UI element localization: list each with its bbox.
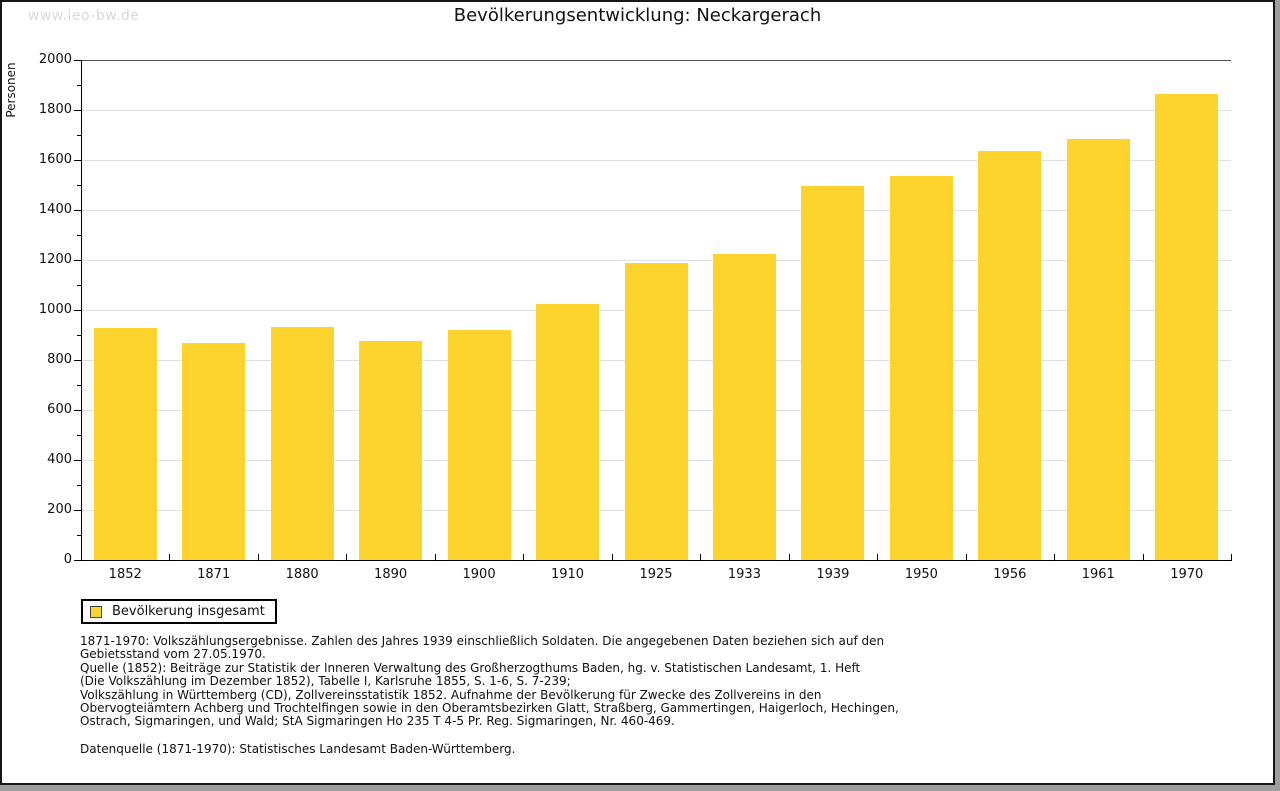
y-tick-label: 0 [63,552,72,567]
y-axis-line [81,60,82,561]
bar-1871 [182,343,246,560]
x-tick-label: 1890 [374,567,408,582]
y-major-tick [74,60,81,61]
x-tick [1142,554,1144,560]
bar-1890 [359,341,423,560]
x-axis-line [81,560,1232,561]
y-major-tick [74,110,81,111]
bar-1961 [1066,138,1130,560]
x-tick [169,554,171,560]
legend: Bevölkerung insgesamt [81,599,277,624]
y-tick-label: 800 [47,352,72,367]
x-tick-label: 1871 [197,567,231,582]
y-minor-tick [77,235,81,236]
bar-1852 [93,327,157,560]
bar-1970 [1155,93,1219,560]
footnote-line: Volkszählung in Württemberg (CD), Zollve… [80,687,822,702]
y-major-tick [74,360,81,361]
x-tick-label: 1939 [816,567,850,582]
y-tick-label: 1400 [38,202,72,217]
footnote-line: (Die Volkszählung im Dezember 1852), Tab… [80,674,571,689]
watermark: www.leo-bw.de [28,8,140,24]
legend-label: Bevölkerung insgesamt [112,604,265,619]
x-tick [434,554,436,560]
bar-1933 [712,253,776,560]
y-minor-tick [77,435,81,436]
datasource-line: Datenquelle (1871-1970): Statistisches L… [80,741,516,756]
bar-1910 [536,304,600,560]
bar-1900 [447,330,511,560]
x-tick [523,554,525,560]
x-tick-label: 1910 [550,567,585,582]
y-minor-tick [77,535,81,536]
footnote-line: Gebietsstand vom 27.05.1970. [80,647,266,662]
grid-line [81,110,1231,111]
y-minor-tick [77,485,81,486]
legend-swatch-icon [90,605,102,618]
y-major-tick [74,560,81,561]
x-tick [257,554,259,560]
y-tick-label: 2000 [38,52,72,67]
footnote-line: Quelle (1852): Beiträge zur Statistik de… [80,660,861,675]
chart-title: Bevölkerungsentwicklung: Neckargerach [453,5,822,26]
footnotes: 1871-1970: Volkszählungsergebnisse. Zahl… [80,634,899,756]
x-tick [877,554,879,560]
x-tick [1231,554,1232,560]
grid-line [81,160,1231,161]
plot-area [81,60,1231,560]
grid-line [81,210,1231,211]
y-tick-label: 1600 [38,152,72,167]
x-tick-label: 1933 [727,567,761,582]
x-tick-label: 1852 [108,567,142,582]
footnote-line: Ostrach, Sigmaringen, und Wald; StA Sigm… [80,714,675,729]
x-tick [965,554,967,560]
bar-1880 [270,326,334,560]
y-major-tick [74,260,81,261]
x-tick-label: 1970 [1170,567,1204,582]
y-major-tick [74,160,81,161]
y-tick-label: 1000 [38,302,72,317]
y-minor-tick [77,135,81,136]
bar-1956 [978,150,1042,560]
footnote-line: 1871-1970: Volkszählungsergebnisse. Zahl… [80,634,885,648]
x-tick-label: 1925 [639,567,673,582]
x-tick [1054,554,1056,560]
grid-line [81,260,1231,261]
y-minor-tick [77,85,81,86]
y-tick-label: 400 [47,452,72,467]
x-tick-label: 1950 [904,567,938,582]
y-major-tick [74,310,81,311]
bar-1950 [889,176,953,560]
x-tick-label: 1900 [462,567,496,582]
y-major-tick [74,510,81,511]
y-tick-label: 200 [47,502,72,517]
y-tick-label: 600 [47,402,72,417]
bar-1939 [801,186,865,560]
y-major-tick [74,210,81,211]
x-tick [788,554,790,560]
x-tick [346,554,348,560]
y-minor-tick [77,285,81,286]
y-minor-tick [77,335,81,336]
y-tick-label: 1800 [38,102,72,117]
x-tick-label: 1956 [993,567,1027,582]
y-minor-tick [77,185,81,186]
x-tick [611,554,613,560]
y-major-tick [74,460,81,461]
x-tick [700,554,702,560]
y-tick-label: 1200 [38,252,72,267]
y-minor-tick [77,385,81,386]
plot-frame-top [81,60,1231,61]
x-tick-label: 1961 [1081,567,1115,582]
x-tick-label: 1880 [285,567,319,582]
y-major-tick [74,410,81,411]
bar-1925 [624,262,688,560]
footnote-line: Obervogteiämtern Achberg und Trochtelfin… [80,701,899,716]
